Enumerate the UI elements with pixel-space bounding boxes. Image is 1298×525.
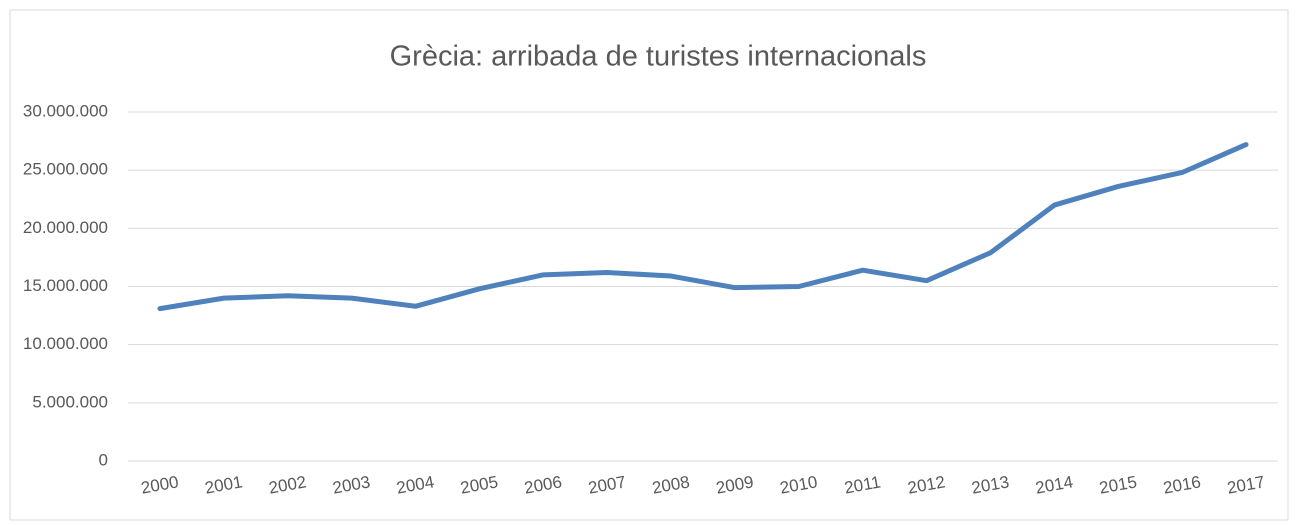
chart-border bbox=[9, 9, 1289, 521]
y-tick-label: 20.000.000 bbox=[23, 218, 108, 237]
y-tick-label: 5.000.000 bbox=[32, 392, 108, 411]
line-series bbox=[157, 142, 1249, 312]
y-tick-label: 30.000.000 bbox=[23, 101, 108, 120]
y-tick-label: 15.000.000 bbox=[23, 276, 108, 295]
y-tick-label: 0 bbox=[99, 450, 108, 469]
chart-title: Grècia: arribada de turistes internacion… bbox=[390, 41, 927, 73]
y-tick-label: 25.000.000 bbox=[23, 160, 108, 179]
y-tick-label: 10.000.000 bbox=[23, 334, 108, 353]
